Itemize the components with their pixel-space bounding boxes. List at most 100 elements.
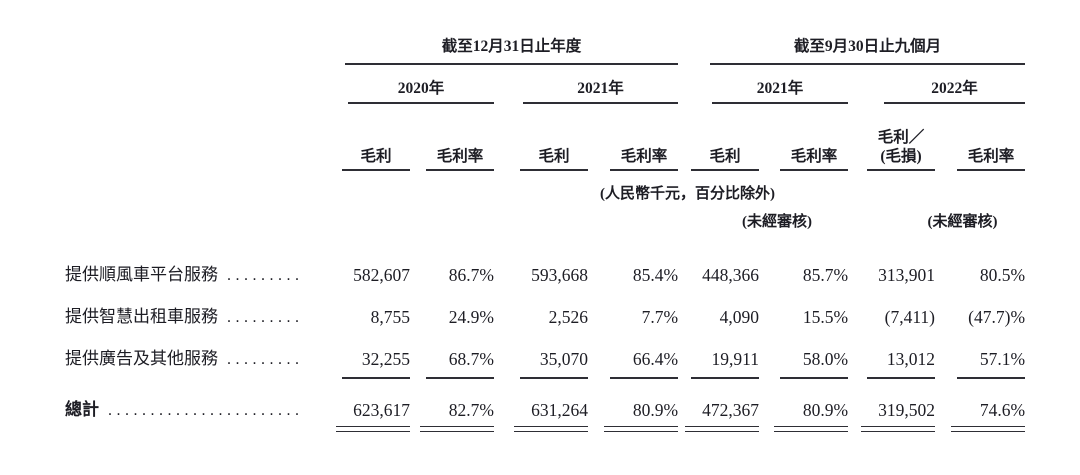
value-cell: 13,012 (886, 348, 936, 369)
empty-cell (0, 370, 310, 379)
row-label-cell: 提供順風車平台服務 (0, 244, 310, 286)
column-header-cell: 毛利率 (588, 104, 679, 171)
double-rule (514, 426, 588, 432)
unit-note: (人民幣千元，百分比除外) (600, 186, 775, 202)
double-rule (604, 426, 679, 432)
rule-cell (678, 421, 760, 437)
year-header-cell: 2021年 (678, 65, 849, 104)
period-group-header-fy: 截至12月31日止年度 (345, 38, 679, 65)
total-value-cell: 80.9% (632, 399, 679, 420)
year-header-2022-9m: 2022年 (884, 80, 1026, 104)
column-header-gross-margin: 毛利率 (780, 148, 849, 171)
unaudited-note-2022: (未經審核) (927, 214, 998, 230)
column-header-gross-profit: 毛利 (342, 148, 410, 171)
single-rule (426, 377, 494, 379)
single-rule (520, 377, 588, 379)
empty-cell (0, 65, 310, 104)
total-value-cell: 80.9% (802, 399, 849, 420)
single-rule (610, 377, 679, 379)
unaudited-note-2021: (未經審核) (742, 214, 813, 230)
double-rule (336, 426, 410, 432)
rule-cell (310, 370, 410, 379)
value-cell: 593,668 (531, 264, 588, 285)
value-cell: 85.7% (802, 264, 849, 285)
value-cell: 7.7% (641, 306, 679, 327)
column-header-gross-profit: 毛利 (691, 148, 760, 171)
value-cell: 85.4% (632, 264, 679, 285)
total-rule-row (0, 421, 1026, 437)
column-header-gross-margin: 毛利率 (957, 148, 1026, 171)
period-group-cell: 截至9月30日止九個月 (678, 0, 1026, 65)
value-cell: (7,411) (884, 306, 936, 327)
value-cell: 448,366 (702, 264, 760, 285)
year-header-cell: 2022年 (848, 65, 1026, 104)
double-rule (774, 426, 849, 432)
single-rule (867, 377, 936, 379)
gross-profit-table: 截至12月31日止年度 截至9月30日止九個月 2020年 2021年 2021… (0, 0, 1025, 437)
column-header-gross-margin: 毛利率 (610, 148, 679, 171)
value-cell: 86.7% (448, 264, 494, 285)
rule-cell (494, 370, 588, 379)
row-label: 提供廣告及其他服務 (65, 349, 218, 368)
row-label: 提供順風車平台服務 (65, 265, 218, 284)
single-rule (957, 377, 1026, 379)
column-header-cell: 毛利 (310, 104, 410, 171)
column-header-line2: (毛損) (880, 147, 922, 165)
value-cell: 58.0% (802, 348, 849, 369)
value-cell: 19,911 (711, 348, 760, 369)
value-cell: 35,070 (539, 348, 588, 369)
table-row-carpooling: 提供順風車平台服務 582,607 86.7% 593,668 85.4% 44… (0, 244, 1025, 286)
value-cell: 313,901 (878, 264, 936, 285)
column-header-gross-margin: 毛利率 (426, 148, 494, 171)
year-header-cell: 2021年 (494, 65, 679, 104)
rule-cell (310, 421, 410, 437)
total-value-cell: 82.7% (448, 399, 494, 420)
column-header-cell: 毛利 (678, 104, 760, 171)
empty-cell (0, 421, 310, 437)
rule-cell (678, 370, 760, 379)
spacer-row (0, 234, 1025, 244)
total-value-cell: 472,367 (702, 399, 760, 420)
total-value-cell: 631,264 (531, 399, 588, 420)
unit-note-row: (人民幣千元，百分比除外) (0, 171, 1025, 206)
dot-leader (108, 403, 302, 419)
rule-cell (759, 421, 849, 437)
value-cell: (47.7)% (968, 306, 1026, 327)
column-header-cell: 毛利／ (毛損) (848, 104, 936, 171)
empty-cell (0, 206, 678, 234)
year-header-row: 2020年 2021年 2021年 2022年 (0, 65, 1026, 104)
period-group-header-9m: 截至9月30日止九個月 (710, 38, 1026, 65)
year-header-2020: 2020年 (348, 80, 494, 104)
table-row-smart-taxi: 提供智慧出租車服務 8,755 24.9% 2,526 7.7% 4,090 1… (0, 286, 1025, 328)
value-cell: 66.4% (632, 348, 679, 369)
year-header-cell: 2020年 (310, 65, 494, 104)
column-header-cell: 毛利率 (935, 104, 1026, 171)
single-rule (342, 377, 410, 379)
empty-cell (0, 104, 310, 171)
rule-cell (935, 421, 1026, 437)
double-rule (861, 426, 936, 432)
year-header-2021: 2021年 (523, 80, 679, 104)
column-header-gross-profit-loss: 毛利／ (毛損) (867, 127, 936, 171)
empty-cell (0, 0, 310, 65)
rule-cell (588, 370, 679, 379)
double-rule (685, 426, 760, 432)
single-rule (691, 377, 760, 379)
value-cell: 68.7% (448, 348, 494, 369)
dot-leader (227, 352, 302, 368)
value-cell: 2,526 (548, 306, 588, 327)
unaudited-note-cell: (未經審核) (848, 206, 1025, 234)
rule-cell (410, 421, 494, 437)
value-cell: 24.9% (448, 306, 494, 327)
period-group-cell: 截至12月31日止年度 (310, 0, 679, 65)
column-header-cell: 毛利率 (410, 104, 494, 171)
single-rule (780, 377, 849, 379)
value-cell: 57.1% (979, 348, 1026, 369)
value-cell: 582,607 (353, 264, 410, 285)
dot-leader (227, 268, 302, 284)
total-value-cell: 623,617 (353, 399, 410, 420)
rule-cell (759, 370, 849, 379)
column-header-cell: 毛利率 (759, 104, 849, 171)
rule-cell (494, 421, 588, 437)
